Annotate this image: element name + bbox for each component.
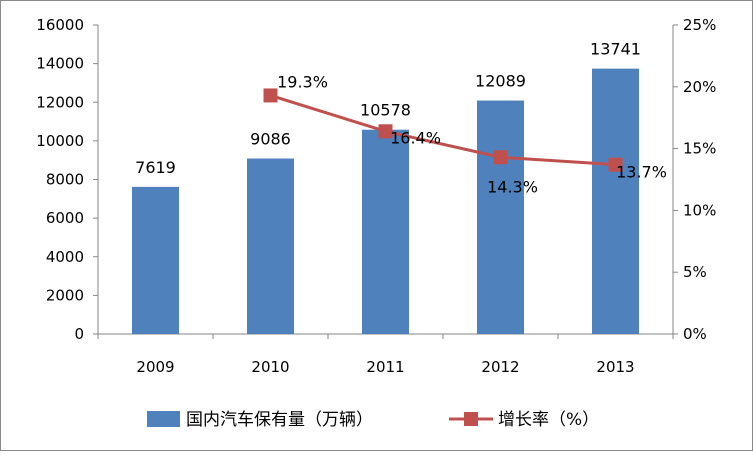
bar-data-label: 7619: [135, 158, 176, 177]
line-data-label: 14.3%: [487, 177, 538, 196]
y-left-tick-label: 6000: [46, 209, 84, 227]
bar-data-label: 13741: [590, 40, 641, 59]
bar-data-label: 12089: [475, 72, 526, 91]
y-right-tick-label: 20%: [683, 78, 716, 96]
line-marker: [608, 157, 623, 172]
data-labels: 7619 9086 10578 12089 13741 19.3% 16.4% 14.3% 13…: [135, 40, 667, 197]
x-tick-label: 2010: [251, 358, 289, 376]
y-left-tick-label: 8000: [46, 171, 84, 189]
x-tick-label: 2009: [136, 358, 174, 376]
line-data-label: 13.7%: [616, 163, 667, 182]
y-right-tick-label: 10%: [683, 201, 716, 219]
y-left-tick-label: 4000: [46, 248, 84, 266]
axes: 0 2000 4000 6000 8000 10000 12000 14000 16000 0% 5…: [36, 16, 716, 376]
y-left-tick-label: 2000: [46, 286, 84, 304]
bar-data-label: 10578: [360, 101, 411, 120]
legend-label: 增长率（%）: [498, 410, 599, 430]
growth-line: [270, 94, 616, 167]
legend-label: 国内汽车保有量（万辆）: [186, 410, 373, 430]
x-tick-label: 2012: [481, 358, 519, 376]
line-data-label: 19.3%: [277, 72, 328, 91]
bar: [477, 100, 524, 334]
x-tick-label: 2011: [366, 358, 404, 376]
y-left-tick-label: 14000: [36, 55, 84, 73]
bar: [592, 68, 639, 334]
y-right-tick-label: 5%: [683, 263, 707, 281]
y-right-tick-label: 25%: [683, 16, 716, 34]
line-data-label: 16.4%: [390, 128, 441, 147]
y-left-tick-label: 0: [74, 325, 84, 343]
bar-series: [132, 68, 639, 334]
y-right-tick-label: 15%: [683, 140, 716, 158]
bar: [247, 158, 294, 334]
y-right-tick-label: 0%: [683, 325, 707, 343]
legend-swatch-bar: [147, 411, 180, 427]
y-left-tick-label: 12000: [36, 93, 84, 111]
legend: 国内汽车保有量（万辆） 增长率（%）: [147, 410, 599, 430]
line-marker: [263, 88, 278, 103]
growth-line-series: [263, 88, 623, 172]
line-marker: [493, 150, 508, 165]
x-tick-label: 2013: [596, 358, 634, 376]
legend-swatch-marker: [464, 412, 478, 426]
line-marker: [378, 124, 393, 139]
bar: [132, 186, 179, 334]
y-left-tick-label: 10000: [36, 132, 84, 150]
bar-data-label: 9086: [250, 130, 291, 149]
y-left-tick-label: 16000: [36, 16, 84, 34]
bar: [362, 129, 409, 334]
